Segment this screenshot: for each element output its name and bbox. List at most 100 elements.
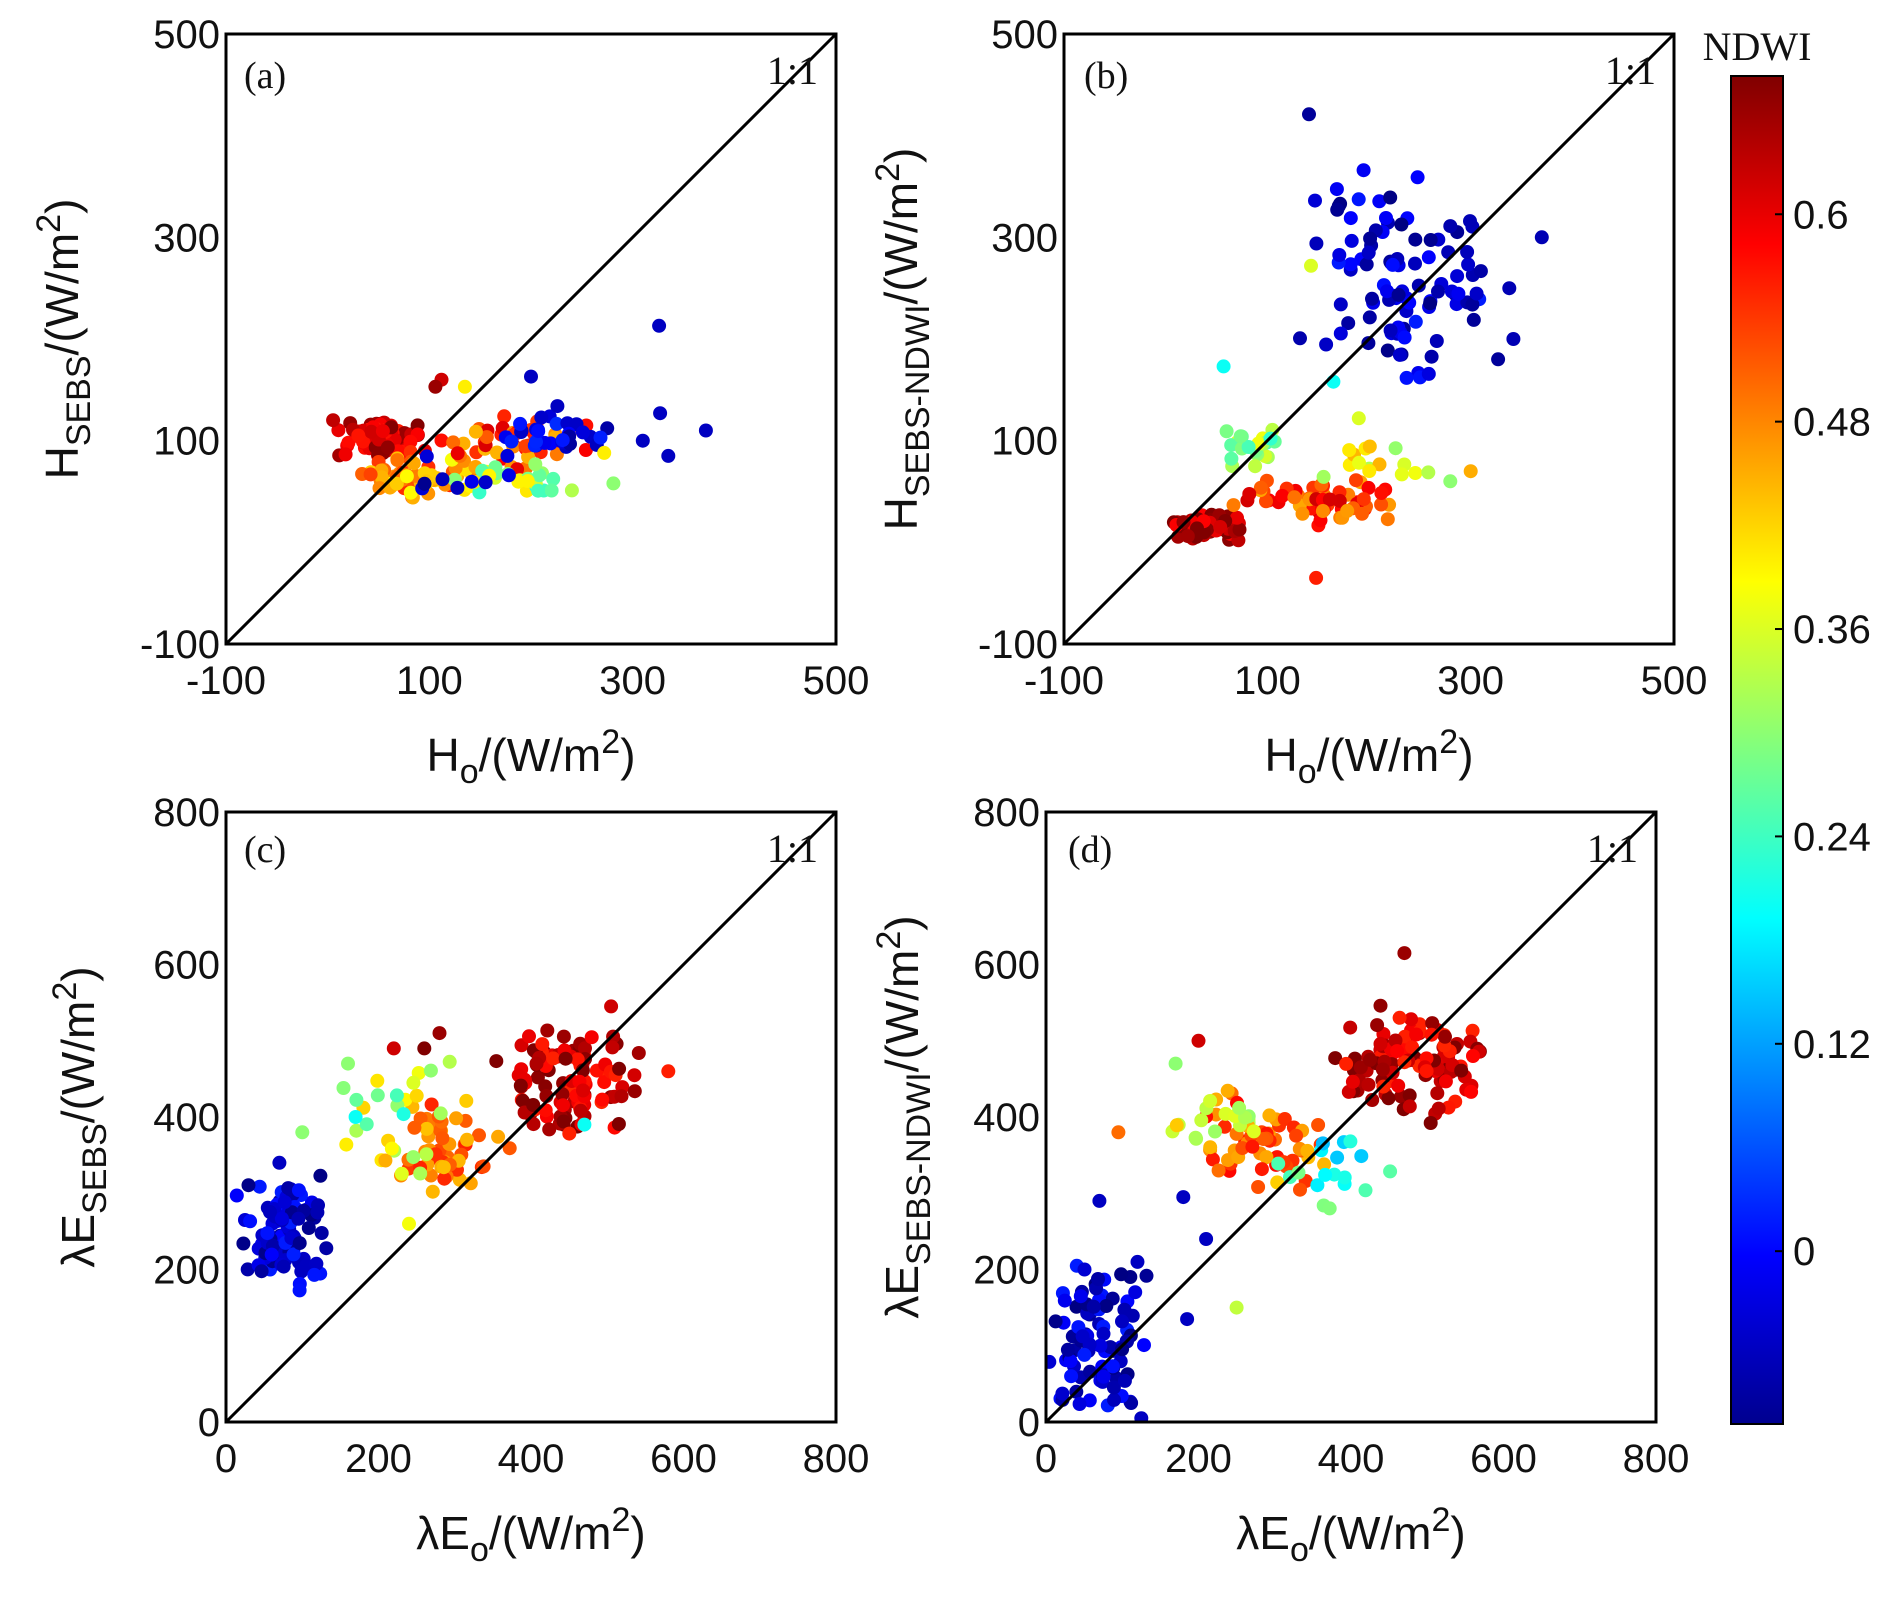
- data-point-a-224: [549, 416, 564, 431]
- x-tick-label-b-2: 300: [1437, 659, 1504, 703]
- data-point-c-226: [460, 1132, 474, 1147]
- data-point-c-257: [406, 1150, 421, 1165]
- data-point-d-294: [1343, 1134, 1358, 1149]
- data-point-b-73: [1421, 366, 1436, 381]
- data-point-a-218: [520, 474, 535, 488]
- data-point-c-185: [542, 1122, 557, 1137]
- x-tick-labels-a: -100 100 300 500: [186, 659, 869, 703]
- data-point-b-13: [1309, 236, 1324, 251]
- data-point-b-214: [1340, 503, 1355, 518]
- data-point-c-74: [264, 1247, 279, 1262]
- data-point-d-132: [1328, 1051, 1343, 1066]
- data-point-c-234: [425, 1184, 440, 1199]
- data-point-c-291: [348, 1110, 363, 1124]
- x-tick-label-d-4: 800: [1623, 1437, 1690, 1481]
- axes-frame-d: [1044, 810, 1658, 1424]
- data-point-d-277: [1232, 1100, 1247, 1115]
- data-point-b-190: [1259, 494, 1273, 509]
- y-tick-label-d-0: 0: [1018, 1401, 1040, 1445]
- data-point-d-65: [1055, 1386, 1070, 1401]
- data-point-d-161: [1402, 1099, 1417, 1114]
- data-point-d-301: [1199, 1232, 1214, 1246]
- data-point-d-52: [1107, 1392, 1121, 1407]
- data-point-d-54: [1073, 1289, 1088, 1304]
- data-point-c-290: [295, 1125, 310, 1140]
- x-tick-label-b-3: 500: [1641, 659, 1708, 703]
- data-point-c-283: [604, 999, 619, 1014]
- data-point-d-278: [1220, 1083, 1235, 1098]
- data-point-d-82: [1075, 1329, 1090, 1344]
- data-point-d-291: [1354, 1149, 1369, 1164]
- x-tick-label-d-1: 200: [1165, 1437, 1232, 1481]
- data-point-d-197: [1409, 1027, 1424, 1042]
- data-point-a-148: [403, 485, 418, 500]
- data-point-b-207: [1380, 512, 1395, 527]
- y-tick-label-a-1: 100: [153, 420, 220, 464]
- data-point-d-307: [1092, 1193, 1107, 1208]
- data-point-a-258: [652, 318, 667, 333]
- x-tick-label-a-2: 300: [599, 659, 666, 703]
- data-point-c-267: [394, 1166, 409, 1181]
- data-point-a-169: [497, 409, 512, 424]
- data-point-c-3: [319, 1241, 334, 1256]
- y-tick-label-b-2: 300: [991, 216, 1058, 260]
- data-point-d-184: [1454, 1063, 1469, 1078]
- data-point-c-164: [570, 1052, 585, 1067]
- data-point-c-284: [661, 1064, 676, 1079]
- x-tick-label-c-0: 0: [215, 1437, 237, 1481]
- data-point-d-59: [1046, 1354, 1057, 1369]
- data-point-a-238: [529, 434, 543, 449]
- data-point-a-257: [501, 468, 516, 483]
- data-point-b-27: [1319, 337, 1334, 352]
- data-point-c-77: [277, 1195, 292, 1210]
- data-point-b-1: [1466, 312, 1481, 327]
- data-point-d-139: [1391, 1078, 1406, 1093]
- data-point-b-96: [1341, 316, 1356, 331]
- data-point-c-16: [241, 1178, 256, 1193]
- data-point-c-196: [513, 1078, 528, 1093]
- colorbar-tick-label-4: 0.48: [1793, 401, 1871, 445]
- one-to-one-line-a: [224, 32, 838, 646]
- data-point-d-162: [1381, 1091, 1396, 1106]
- panel-d: (d) 1:1 0 200 400 600 800 0 200 400 600 800 λEo/…: [870, 791, 1689, 1569]
- data-point-d-196: [1431, 1101, 1446, 1116]
- data-point-c-237: [449, 1111, 464, 1126]
- x-tick-label-d-0: 0: [1035, 1437, 1057, 1481]
- data-point-b-65: [1423, 296, 1438, 311]
- data-point-c-174: [546, 1051, 561, 1066]
- data-point-d-121: [1343, 1020, 1358, 1035]
- data-point-d-79: [1093, 1338, 1108, 1353]
- data-point-b-228: [1224, 438, 1239, 453]
- x-axis-label-c: λEo/(W/m2): [416, 1501, 645, 1569]
- data-point-b-87: [1394, 217, 1409, 232]
- ref-line-label-d: 1:1: [1587, 826, 1638, 871]
- x-tick-label-a-3: 500: [803, 659, 870, 703]
- data-point-b-256: [1362, 439, 1377, 454]
- colorbar-tick-label-3: 0.36: [1793, 608, 1871, 652]
- data-point-d-185: [1438, 1029, 1452, 1044]
- data-point-d-199: [1390, 1044, 1405, 1059]
- data-point-d-77: [1096, 1326, 1111, 1341]
- data-point-d-304: [1168, 1056, 1183, 1071]
- data-point-c-280: [359, 1117, 374, 1132]
- y-tick-labels-c: 0 200 400 600 800: [153, 791, 220, 1445]
- data-point-d-198: [1419, 1064, 1434, 1079]
- data-point-b-47: [1421, 250, 1436, 265]
- ref-line-label-c: 1:1: [767, 826, 818, 871]
- data-point-b-233: [1219, 424, 1234, 439]
- data-point-c-186: [556, 1098, 570, 1113]
- data-point-b-198: [1295, 506, 1310, 521]
- data-point-b-258: [1534, 230, 1549, 245]
- data-point-c-197: [529, 1056, 544, 1071]
- data-point-c-265: [384, 1141, 399, 1156]
- data-point-c-64: [291, 1183, 306, 1198]
- data-point-a-215: [528, 457, 543, 472]
- data-point-d-136: [1402, 1088, 1417, 1103]
- data-point-a-127: [374, 470, 389, 485]
- x-tick-labels-c: 0 200 400 600 800: [215, 1437, 870, 1481]
- data-point-b-268: [1443, 474, 1458, 489]
- data-point-b-61: [1408, 314, 1423, 329]
- x-tick-labels-d: 0 200 400 600 800: [1035, 1437, 1690, 1481]
- data-point-b-248: [1342, 443, 1357, 458]
